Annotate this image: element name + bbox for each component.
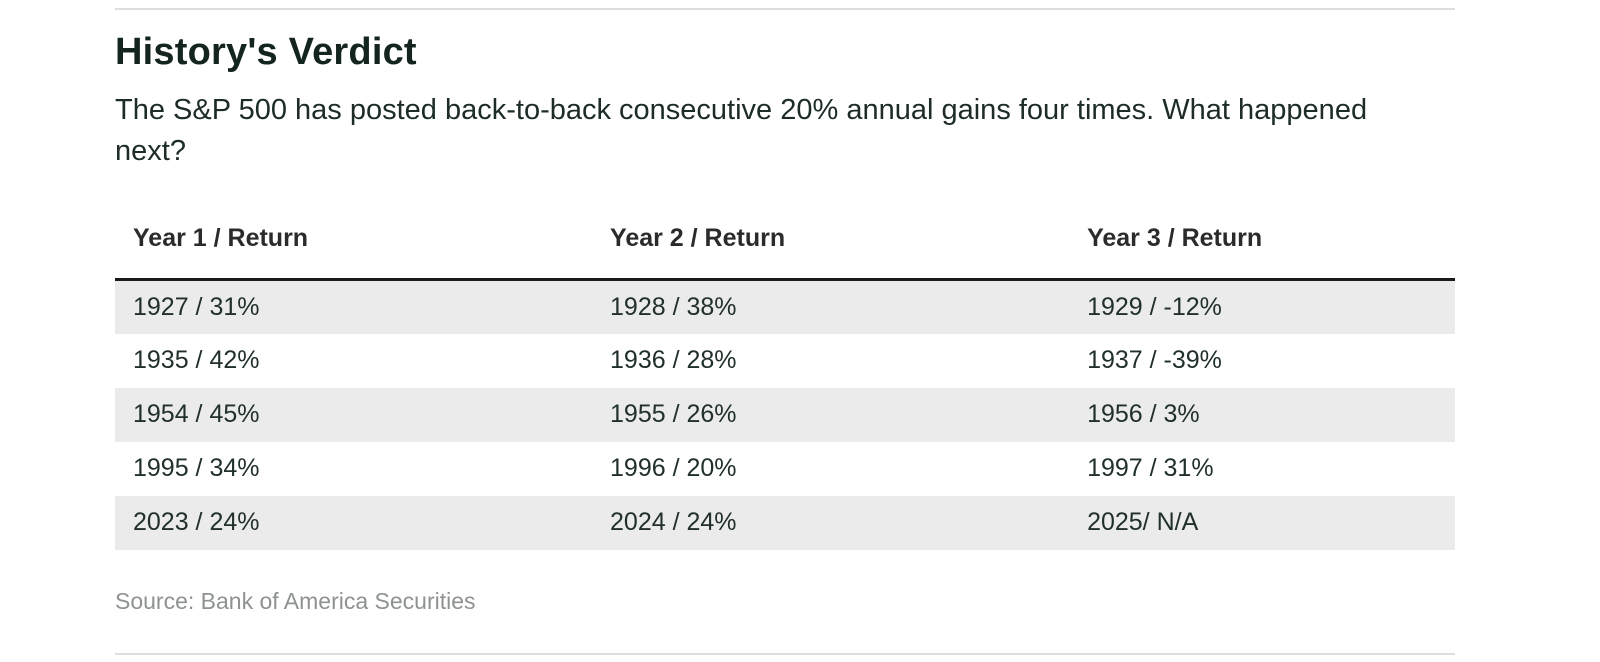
table-header-row: Year 1 / Return Year 2 / Return Year 3 /… xyxy=(115,224,1455,282)
table-row: 1927 / 31% 1928 / 38% 1929 / -12% xyxy=(115,279,1455,334)
column-header-year2: Year 2 / Return xyxy=(592,224,1070,282)
table-cell: 1955 / 26% xyxy=(610,400,737,429)
table-cell: 2024 / 24% xyxy=(610,508,737,537)
table-cell: 1996 / 20% xyxy=(610,454,737,483)
table-row: 2023 / 24% 2024 / 24% 2025/ N/A xyxy=(115,495,1455,550)
figure-container: History's Verdict The S&P 500 has posted… xyxy=(115,0,1455,655)
returns-table: Year 1 / Return Year 2 / Return Year 3 /… xyxy=(115,224,1455,550)
top-divider xyxy=(115,8,1455,10)
column-header-year1: Year 1 / Return xyxy=(115,224,593,282)
source-attribution: Source: Bank of America Securities xyxy=(115,587,476,614)
column-header-year3: Year 3 / Return xyxy=(1069,224,1455,282)
table-cell: 1954 / 45% xyxy=(133,400,260,429)
table-cell: 1935 / 42% xyxy=(133,346,260,375)
table-row: 1995 / 34% 1996 / 20% 1997 / 31% xyxy=(115,441,1455,496)
table-cell: 2025/ N/A xyxy=(1087,508,1199,537)
table-row: 1935 / 42% 1936 / 28% 1937 / -39% xyxy=(115,333,1455,388)
table-cell: 1929 / -12% xyxy=(1087,292,1222,321)
table-cell: 1936 / 28% xyxy=(610,346,737,375)
table-cell: 1937 / -39% xyxy=(1087,346,1222,375)
table-cell: 1928 / 38% xyxy=(610,292,737,321)
figure-subtitle: The S&P 500 has posted back-to-back cons… xyxy=(115,93,1368,167)
figure-title: History's Verdict xyxy=(115,31,417,73)
bottom-divider xyxy=(115,652,1455,655)
table-row: 1954 / 45% 1955 / 26% 1956 / 3% xyxy=(115,387,1455,442)
table-cell: 1927 / 31% xyxy=(133,292,260,321)
table-cell: 1997 / 31% xyxy=(1087,454,1214,483)
table-cell: 2023 / 24% xyxy=(133,508,260,537)
table-cell: 1956 / 3% xyxy=(1087,400,1200,429)
table-cell: 1995 / 34% xyxy=(133,454,260,483)
